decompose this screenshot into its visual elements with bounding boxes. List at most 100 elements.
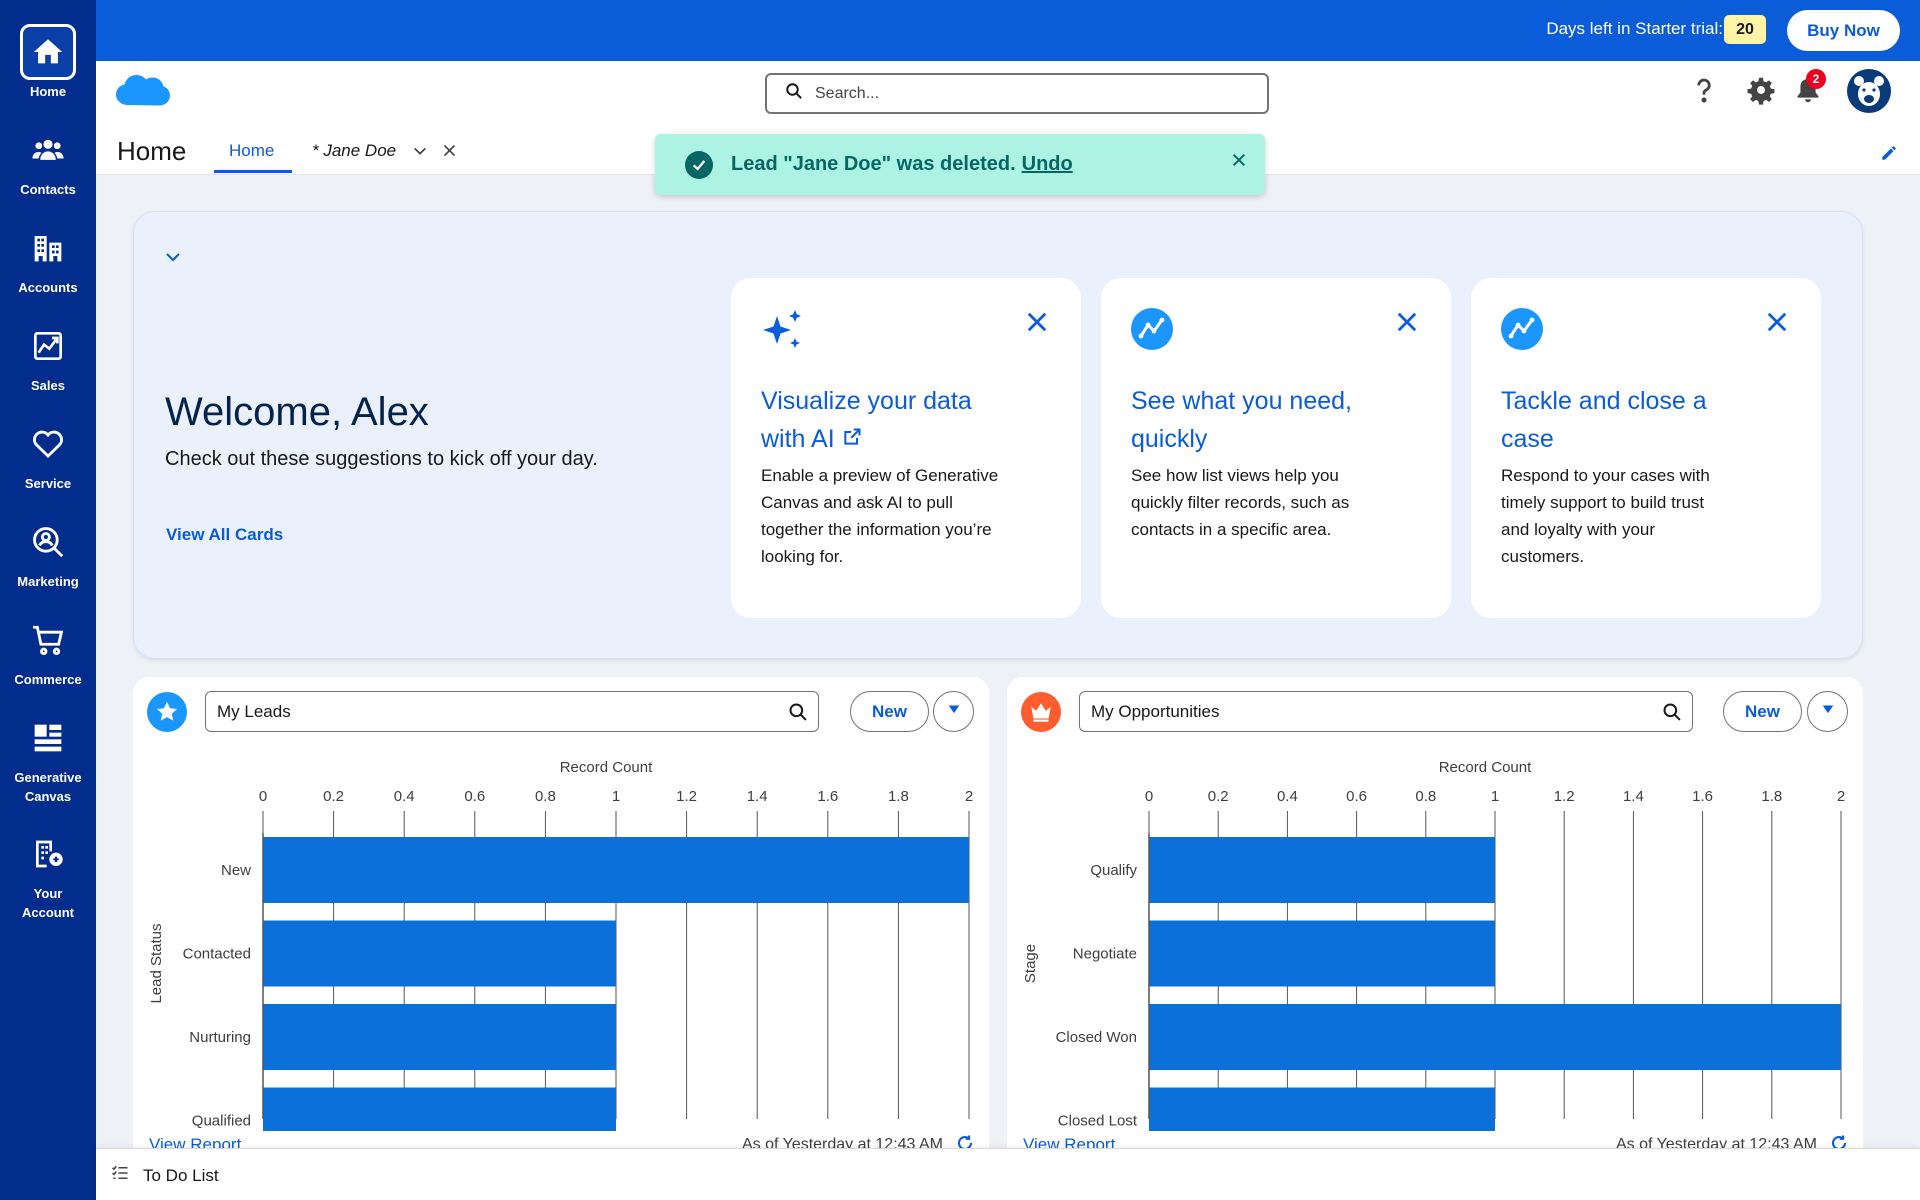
opportunity-crown-icon [1021, 692, 1061, 732]
suggestion-card-list-views: See what you need, quickly See how list … [1101, 278, 1451, 618]
x-tick-label: 1.4 [1623, 788, 1644, 805]
category-label: New [221, 862, 251, 879]
bar[interactable] [263, 1004, 616, 1070]
rail-item-service[interactable]: Service [0, 416, 96, 514]
rail-label: Contacts [20, 182, 76, 197]
new-opportunity-button[interactable]: New [1723, 691, 1802, 732]
tab-home[interactable]: Home [229, 141, 275, 160]
x-tick-label: 0 [259, 788, 267, 805]
suggestion-card-visualize: Visualize your data with AI Enable a pre… [731, 278, 1081, 618]
deleted-lead-toast: Lead "Jane Doe" was deleted. Undo [655, 134, 1265, 195]
global-search-box[interactable] [765, 73, 1269, 114]
buy-now-button[interactable]: Buy Now [1787, 10, 1900, 51]
welcome-subtitle: Check out these suggestions to kick off … [165, 448, 598, 470]
rail-item-contacts[interactable]: Contacts [0, 122, 96, 220]
cart-icon [20, 612, 76, 668]
close-toast-icon[interactable] [1231, 152, 1247, 173]
caret-down-icon [947, 702, 961, 721]
trial-banner: Days left in Starter trial: 20 Buy Now [96, 0, 1920, 61]
rail-label: Service [24, 476, 72, 491]
success-check-icon [685, 150, 713, 179]
x-tick-label: 0 [1145, 788, 1153, 805]
card-body-line: quickly filter records, such as [1131, 493, 1350, 512]
chart-icon [20, 318, 76, 374]
undo-link[interactable]: Undo [1021, 153, 1073, 175]
view-all-cards-link[interactable]: View All Cards [166, 525, 284, 544]
search-input[interactable] [815, 84, 1235, 103]
active-tab-indicator [214, 170, 292, 173]
x-tick-label: 2 [965, 788, 973, 805]
bar[interactable] [1149, 920, 1495, 987]
heart-icon [20, 416, 76, 472]
dismiss-card-icon[interactable] [1766, 311, 1788, 338]
user-avatar[interactable] [1847, 69, 1891, 113]
card-title-link[interactable]: See what you need, quickly [1131, 382, 1391, 458]
rail-label: Marketing [17, 574, 79, 589]
trial-days-badge: 20 [1724, 15, 1766, 44]
close-tab-icon[interactable] [442, 143, 457, 163]
card-title-line: case [1501, 425, 1554, 453]
edit-nav-pencil-icon[interactable] [1880, 144, 1898, 167]
ai-sparkle-icon [761, 308, 805, 357]
x-tick-label: 1.6 [1692, 788, 1713, 805]
card-body-line: See how list views help you [1131, 466, 1339, 485]
rail-item-home[interactable]: Home [0, 24, 96, 122]
card-title-link[interactable]: Tackle and close a case [1501, 382, 1761, 458]
to-do-list-utility[interactable]: To Do List [111, 1164, 219, 1187]
rail-label: Generative Canvas [14, 770, 82, 804]
rail-label: Commerce [14, 672, 82, 687]
card-title-line: quickly [1131, 425, 1208, 453]
x-tick-label: 0.6 [464, 788, 485, 805]
search-icon [785, 82, 803, 105]
bar[interactable] [1149, 1087, 1495, 1132]
chevron-down-icon[interactable] [412, 143, 428, 164]
x-tick-label: 1.2 [676, 788, 697, 805]
toast-message: Lead "Jane Doe" was deleted. [731, 153, 1016, 175]
rail-item-generative-canvas[interactable]: Generative Canvas [0, 710, 96, 808]
card-body-line: looking for. [761, 547, 844, 566]
more-actions-dropdown[interactable] [1807, 691, 1848, 732]
card-description: Respond to your cases with timely suppor… [1501, 462, 1781, 570]
rail-item-accounts[interactable]: Accounts [0, 220, 96, 318]
help-icon[interactable] [1690, 75, 1718, 110]
notification-count-badge: 2 [1806, 69, 1826, 89]
salesforce-cloud-logo[interactable] [114, 71, 170, 116]
x-axis-title: Record Count [560, 759, 653, 776]
canvas-layout-icon [20, 710, 76, 766]
collapse-chevron-icon[interactable] [164, 248, 182, 271]
settings-gear-icon[interactable] [1747, 75, 1775, 110]
bar[interactable] [263, 1087, 616, 1132]
new-lead-button[interactable]: New [850, 691, 929, 732]
refresh-icon[interactable] [1830, 1134, 1848, 1157]
rail-item-sales[interactable]: Sales [0, 318, 96, 416]
trial-text: Days left in Starter trial: [1546, 19, 1723, 38]
list-view-selector[interactable]: My Leads [205, 691, 819, 732]
rail-label: Accounts [18, 280, 78, 295]
bar[interactable] [263, 920, 616, 987]
welcome-title: Welcome, Alex [165, 390, 429, 434]
rail-item-your-account[interactable]: Your Account [0, 826, 96, 924]
building-icon [20, 220, 76, 276]
bar[interactable] [1149, 837, 1495, 903]
opportunities-bar-chart: Record Count 0 0.2 0.4 0.6 0.8 1 1.2 1.4 1.6 1.8 2 S… [1022, 759, 1845, 1132]
list-view-selector[interactable]: My Opportunities [1079, 691, 1693, 732]
my-opportunities-report-panel: My Opportunities New Record Count 0 0.2 0.4… [1007, 677, 1863, 1200]
category-label: Qualified [192, 1113, 251, 1130]
more-actions-dropdown[interactable] [933, 691, 974, 732]
bar[interactable] [1149, 1004, 1841, 1070]
dismiss-card-icon[interactable] [1396, 311, 1418, 338]
refresh-icon[interactable] [956, 1134, 974, 1157]
list-view-name: My Opportunities [1091, 701, 1220, 721]
rail-item-marketing[interactable]: Marketing [0, 514, 96, 612]
card-body-line: and loyalty with your [1501, 520, 1656, 539]
bar[interactable] [263, 837, 969, 903]
x-tick-label: 0.8 [535, 788, 556, 805]
card-title-line: with AI [761, 425, 835, 453]
tab-jane-doe[interactable]: * Jane Doe [312, 141, 397, 160]
account-building-icon [20, 826, 76, 882]
card-title-link[interactable]: Visualize your data with AI [761, 382, 1021, 458]
dismiss-card-icon[interactable] [1026, 311, 1048, 338]
category-label: Nurturing [189, 1029, 251, 1046]
to-do-list-label: To Do List [143, 1165, 219, 1185]
rail-item-commerce[interactable]: Commerce [0, 612, 96, 710]
